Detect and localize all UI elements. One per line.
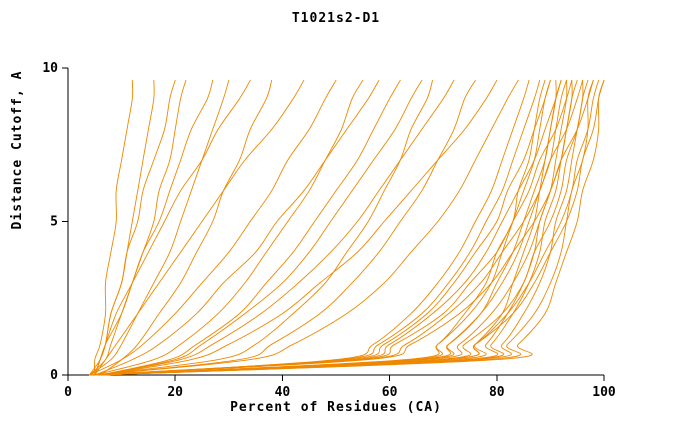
y-tick-label: 0 [50,368,58,383]
curve [94,79,364,376]
curve [94,79,519,376]
curve [99,79,401,376]
curve [88,79,551,376]
curve [88,79,584,376]
curve [94,79,433,376]
curve [94,79,176,376]
x-tick-label: 60 [382,385,398,400]
curve [99,79,498,376]
x-axis-label: Percent of Residues (CA) [230,400,442,415]
curve [88,79,594,376]
curve [88,79,605,376]
x-tick-label: 40 [275,385,291,400]
curve [99,79,557,376]
curve [99,79,546,376]
x-tick-label: 0 [64,385,72,400]
curve [94,79,380,376]
curve [99,79,455,376]
curve [94,79,305,376]
curve [94,79,578,376]
curve [88,79,337,376]
curve [94,79,541,376]
curve [99,79,273,376]
curve [94,79,600,376]
curve [93,79,134,376]
curve [99,79,568,376]
curve [88,79,187,376]
y-tick-label: 10 [42,61,58,76]
curve [94,79,214,376]
x-tick-label: 20 [167,385,183,400]
curve [88,79,573,376]
curve [88,79,562,376]
curve [88,79,155,376]
curve [99,79,573,376]
curve [88,79,230,376]
y-tick-label: 5 [50,215,58,230]
curve [99,79,530,376]
x-tick-label: 100 [592,385,616,400]
curve [94,79,251,376]
curve [99,79,605,376]
curve [99,79,423,376]
x-tick-label: 80 [489,385,505,400]
chart-title: T1021s2-D1 [291,11,381,26]
curve [94,79,476,376]
curves-group [88,79,605,376]
curve [94,79,589,376]
